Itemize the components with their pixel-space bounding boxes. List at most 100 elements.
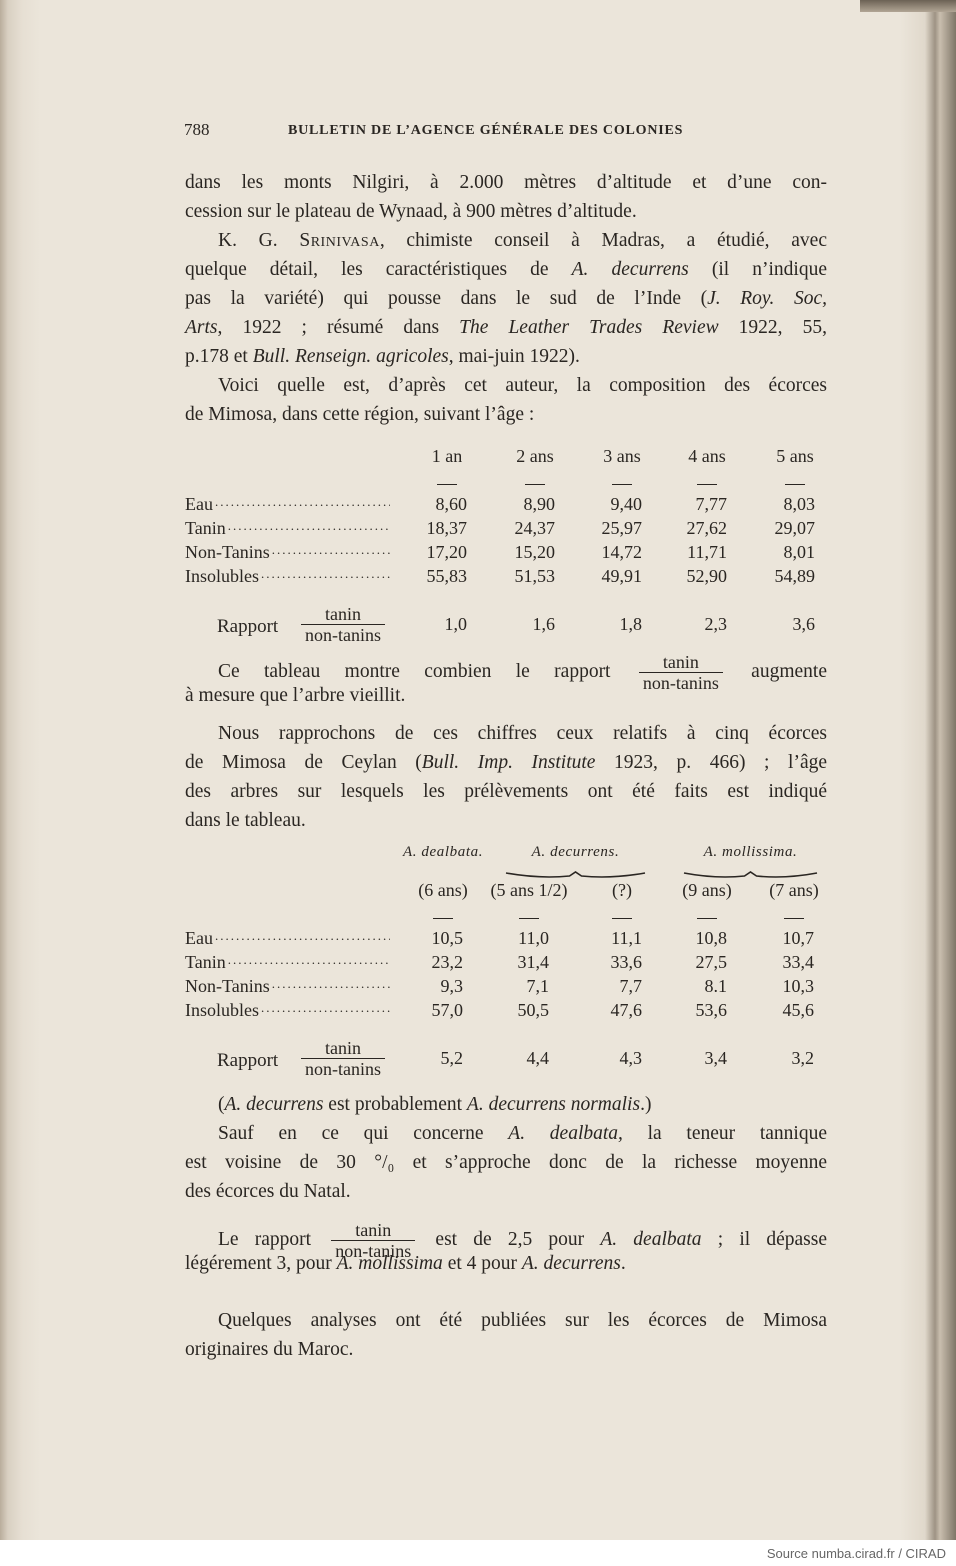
column-header: (5 ans 1/2) <box>490 880 568 900</box>
text-run: est probablement <box>323 1094 467 1115</box>
cell-value: 4,3 <box>619 1048 643 1068</box>
cell-value: 7,7 <box>619 976 643 996</box>
row-label: Tanin <box>185 518 390 539</box>
cell-value: 3,2 <box>791 1048 815 1068</box>
brace <box>504 864 647 878</box>
species-name: A. dealbata. <box>402 844 484 860</box>
text-run: , chimiste conseil à Madras, a étudié, a… <box>379 230 827 251</box>
text-line: quelque détail, les caractéristiques de … <box>185 255 827 284</box>
text-line: cession sur le plateau de Wynaad, à 900 … <box>185 197 827 226</box>
text-line: Quelques analyses ont été publiées sur l… <box>185 1306 827 1335</box>
text-run: , mai-juin 1922). <box>448 346 580 367</box>
leader-dots <box>261 566 390 587</box>
text-run: Voici quelle est, d’après cet auteur, la… <box>218 375 827 396</box>
cell-value: 54,89 <box>774 566 816 586</box>
text-run: A. dealbata <box>600 1228 702 1250</box>
paragraph: Quelques analyses ont été publiées sur l… <box>185 1306 827 1364</box>
column-header: (7 ans) <box>769 880 819 900</box>
column-header: (6 ans) <box>418 880 468 900</box>
paragraph: Le rapport tanin non-tanins est de 2,5 po… <box>185 1220 827 1278</box>
text-run: Ce tableau montre combien le rapport <box>218 660 635 682</box>
cell-value: 8,90 <box>523 494 556 514</box>
text-line: Sauf en ce qui concerne A. dealbata, la … <box>185 1119 827 1148</box>
text-line: p.178 et Bull. Renseign. agricoles, mai-… <box>185 342 827 371</box>
paragraph: (A. decurrens est probablement A. decurr… <box>185 1090 827 1119</box>
cell-value: 25,97 <box>601 518 643 538</box>
leader-dots <box>261 1000 390 1021</box>
text-run: J. Roy. Soc, <box>707 288 827 309</box>
leader-dots <box>228 952 390 973</box>
brace <box>682 864 819 878</box>
cell-value: 11,1 <box>611 928 642 948</box>
row-label: Rapport <box>217 616 279 637</box>
text-run: à mesure que l’arbre vieillit. <box>185 685 406 706</box>
text-line: K. G. Srinivasa, chimiste conseil à Madr… <box>185 226 827 255</box>
text-run: p.178 et <box>185 346 253 367</box>
column-header: (?) <box>612 880 632 900</box>
source-credit: Source numba.cirad.fr / CIRAD <box>766 1546 946 1561</box>
row-label-text: Tanin <box>185 518 226 538</box>
denominator: non-tanins <box>301 1058 385 1079</box>
cell-value: 24,37 <box>514 518 556 538</box>
cell-value: 1,6 <box>532 614 556 634</box>
text-run: ; il dépasse <box>701 1228 827 1250</box>
column-header: 5 ans <box>776 446 814 466</box>
cell-value: 45,6 <box>782 1000 815 1020</box>
text-run: Nous rapprochons de ces chiffres ceux re… <box>218 723 827 744</box>
text-line: est voisine de 30 °/₀ et s’approche donc… <box>185 1148 827 1177</box>
cell-value: 3,6 <box>792 614 816 634</box>
text-run: pas la variété) qui pousse dans le sud d… <box>185 288 708 309</box>
text-line: pas la variété) qui pousse dans le sud d… <box>185 284 827 313</box>
text-run: ( <box>218 1094 225 1115</box>
row-label-text: Eau <box>185 494 213 514</box>
cell-value: 23,2 <box>431 952 464 972</box>
fraction: tanin non-tanins <box>301 604 385 645</box>
denominator: non-tanins <box>638 672 723 693</box>
denominator: non-tanins <box>331 1240 416 1261</box>
row-label: Tanin <box>185 952 390 973</box>
cell-value: 29,07 <box>774 518 816 538</box>
text-run: Quelques analyses ont été publiées sur l… <box>218 1310 827 1331</box>
text-line: à mesure que l’arbre vieillit. <box>185 681 827 710</box>
text-line: de Mimosa de Ceylan (Bull. Imp. Institut… <box>185 748 827 777</box>
text-line: originaires du Maroc. <box>185 1335 827 1364</box>
column-rule <box>697 918 717 919</box>
text-line: des écorces du Natal. <box>185 1177 827 1206</box>
cell-value: 5,2 <box>440 1048 464 1068</box>
text-line: légérement 3, pour A. mollissima et 4 po… <box>185 1249 827 1278</box>
leader-dots <box>228 518 390 539</box>
cell-value: 1,8 <box>619 614 643 634</box>
text-run: A. dealbata, <box>508 1123 623 1144</box>
cell-value: 49,91 <box>601 566 643 586</box>
running-title: BULLETIN DE L’AGENCE GÉNÉRALE DES COLONI… <box>288 123 684 138</box>
text-run: quelque détail, les caractéristiques de <box>185 259 572 280</box>
text-run: de Mimosa, dans cette région, suivant l’… <box>185 404 535 425</box>
cell-value: 55,83 <box>426 566 468 586</box>
numerator: tanin <box>355 1220 392 1240</box>
column-rule <box>519 918 539 919</box>
cell-value: 14,72 <box>601 542 643 562</box>
cell-value: 11,71 <box>687 542 727 562</box>
cell-value: 10,5 <box>431 928 464 948</box>
text-run: A. decurrens normalis <box>466 1094 641 1115</box>
page-number: 788 <box>184 120 210 139</box>
paragraph: Ce tableau montre combien le rapport tan… <box>185 652 827 710</box>
cell-value: 10,7 <box>782 928 815 948</box>
row-label: Eau <box>185 494 390 515</box>
column-rule <box>525 484 545 485</box>
row-label: Non-Tanins <box>185 976 390 997</box>
numerator: tanin <box>662 652 699 672</box>
text-run: 1923, p. 466) ; l’âge <box>595 752 827 773</box>
cell-value: 7,77 <box>695 494 728 514</box>
cell-value: 9,40 <box>610 494 643 514</box>
cell-value: 10,8 <box>695 928 728 948</box>
row-label-text: Insolubles <box>185 566 259 586</box>
paragraph: Nous rapprochons de ces chiffres ceux re… <box>185 719 827 835</box>
text-run: Srinivasa <box>299 230 380 251</box>
cell-value: 1,0 <box>444 614 468 634</box>
cell-value: 7,1 <box>526 976 550 996</box>
column-header: (9 ans) <box>682 880 732 900</box>
column-rule <box>433 918 453 919</box>
book-edge <box>860 0 956 12</box>
denominator: non-tanins <box>301 624 385 645</box>
